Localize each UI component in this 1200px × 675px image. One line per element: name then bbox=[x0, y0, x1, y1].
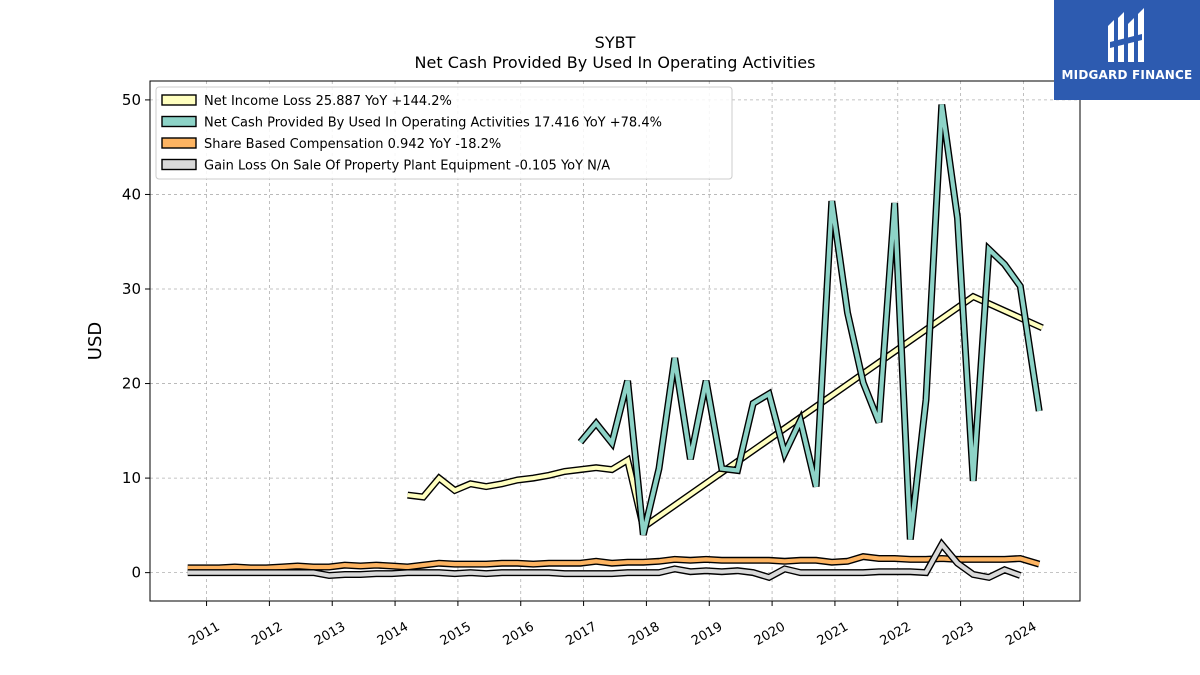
y-tick-label: 50 bbox=[122, 91, 141, 109]
y-tick-label: 10 bbox=[122, 469, 141, 487]
y-tick-label: 30 bbox=[122, 280, 141, 298]
x-tick-label: 2023 bbox=[940, 619, 976, 649]
x-tick-label: 2014 bbox=[375, 619, 411, 649]
brand-name: MIDGARD FINANCE bbox=[1061, 68, 1193, 82]
x-tick-label: 2016 bbox=[501, 619, 537, 649]
legend-entry-3: Gain Loss On Sale Of Property Plant Equi… bbox=[204, 159, 610, 174]
brand-logo: MIDGARD FINANCE bbox=[1054, 0, 1200, 100]
x-tick-label: 2018 bbox=[626, 619, 662, 649]
legend-entry-1: Net Cash Provided By Used In Operating A… bbox=[204, 116, 662, 131]
legend: Net Income Loss 25.887 YoY +144.2% Net Ca… bbox=[155, 86, 733, 180]
x-tick-label: 2012 bbox=[249, 619, 285, 649]
x-tick-label: 2015 bbox=[438, 619, 474, 649]
legend-swatch-1 bbox=[161, 115, 197, 128]
legend-swatch-2 bbox=[161, 137, 197, 149]
series-line-outline-0 bbox=[407, 292, 1044, 534]
legend-swatch-0 bbox=[161, 94, 197, 106]
brand-mark-icon bbox=[1108, 8, 1144, 62]
y-axis-label: USD bbox=[85, 322, 106, 360]
y-tick-label: 20 bbox=[122, 375, 141, 393]
series-line-2 bbox=[187, 554, 1040, 571]
series-line-3 bbox=[187, 540, 1022, 580]
x-tick-label: 2017 bbox=[563, 619, 599, 649]
legend-frame bbox=[155, 86, 733, 180]
series-line-0 bbox=[407, 294, 1044, 531]
x-tick-label: 2022 bbox=[878, 619, 914, 649]
legend-swatch-3 bbox=[161, 158, 197, 171]
legend-entry-0: Net Income Loss 25.887 YoY +144.2% bbox=[204, 94, 452, 109]
plot-frame bbox=[149, 80, 1081, 602]
x-tick-label: 2021 bbox=[815, 619, 851, 649]
x-tick-label: 2011 bbox=[186, 619, 222, 649]
series-layer bbox=[187, 104, 1044, 582]
chart-subtitle: Net Cash Provided By Used In Operating A… bbox=[415, 53, 816, 72]
chart-title: SYBT bbox=[595, 33, 636, 52]
legend-entry-2: Share Based Compensation 0.942 YoY -18.2… bbox=[204, 137, 501, 152]
y-tick-label: 0 bbox=[131, 564, 141, 582]
y-tick-label: 40 bbox=[122, 185, 141, 203]
x-tick-label: 2020 bbox=[752, 619, 788, 649]
x-tick-label: 2024 bbox=[1003, 619, 1039, 649]
series-line-1 bbox=[578, 104, 1042, 540]
x-tick-label: 2013 bbox=[312, 619, 348, 649]
x-tick-label: 2019 bbox=[689, 619, 725, 649]
